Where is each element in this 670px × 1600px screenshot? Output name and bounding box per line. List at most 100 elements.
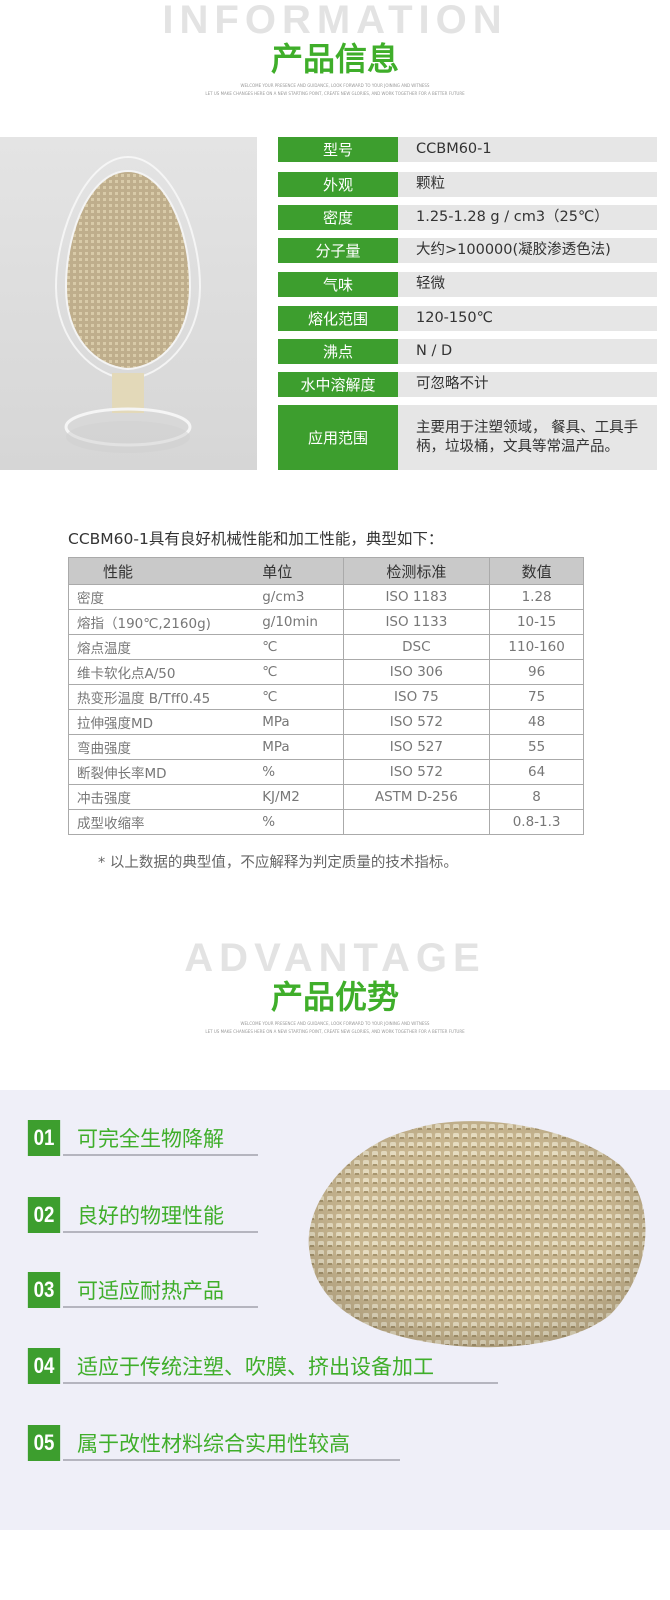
cell-unit: MPa xyxy=(262,734,344,760)
adv-subtitle-2: LET US MAKE CHANGES HERE ON A NEW STARTI… xyxy=(205,1029,465,1034)
spec-row: 气味 轻微 xyxy=(278,272,657,297)
cell-standard: ISO 527 xyxy=(342,734,490,760)
advantage-underline xyxy=(63,1459,400,1461)
cell-property: 拉伸强度MD xyxy=(68,709,263,735)
header-unit: 单位 xyxy=(262,557,344,585)
spec-label: 沸点 xyxy=(278,339,398,364)
adv-subtitle-1: WELCOME YOUR PRESENCE AND GUIDANCE, LOOK… xyxy=(240,1021,430,1026)
table-row: 维卡软化点A/50 ℃ ISO 306 96 xyxy=(68,659,584,685)
cell-property: 维卡软化点A/50 xyxy=(68,659,263,685)
spec-value: 大约>100000(凝胶渗透色法) xyxy=(416,242,611,258)
spec-value: 主要用于注塑领域， 餐具、工具手柄，垃圾桶，文具等常温产品。 xyxy=(416,419,639,455)
footnote: * 以上数据的典型值，不应解释为判定质量的技术指标。 xyxy=(98,855,458,871)
spec-row: 沸点 N / D xyxy=(278,339,657,364)
spec-row: 水中溶解度 可忽略不计 xyxy=(278,372,657,397)
spec-value: 120-150℃ xyxy=(416,310,493,326)
cell-value: 48 xyxy=(489,709,584,735)
spec-label: 型号 xyxy=(278,137,398,162)
cell-value: 55 xyxy=(489,734,584,760)
cell-property: 冲击强度 xyxy=(68,784,263,810)
cell-standard: ISO 572 xyxy=(342,709,490,735)
cell-value: 0.8-1.3 xyxy=(489,809,584,835)
spec-value: N / D xyxy=(416,343,453,359)
spec-label: 应用范围 xyxy=(278,405,398,470)
advantage-underline xyxy=(63,1382,498,1384)
spec-value: 轻微 xyxy=(416,276,445,292)
spec-value: 颗粒 xyxy=(416,176,445,192)
info-subtitle-1: WELCOME YOUR PRESENCE AND GUIDANCE, LOOK… xyxy=(240,83,430,88)
cell-unit: % xyxy=(262,759,344,785)
cell-property: 密度 xyxy=(68,584,263,610)
spec-value: CCBM60-1 xyxy=(416,141,492,157)
info-title: 产品信息 xyxy=(270,40,399,78)
table-row: 熔指（190℃,2160g) g/10min ISO 1133 10-15 xyxy=(68,609,584,635)
advantage-text: 适应于传统注塑、吹膜、挤出设备加工 xyxy=(77,1355,434,1379)
cell-unit: KJ/M2 xyxy=(262,784,344,810)
cell-property: 弯曲强度 xyxy=(68,734,263,760)
cell-unit: ℃ xyxy=(262,659,344,685)
table-row: 成型收缩率% 0.8-1.3 xyxy=(68,809,584,835)
spec-row: 应用范围 主要用于注塑领域， 餐具、工具手柄，垃圾桶，文具等常温产品。 xyxy=(278,405,657,470)
cell-unit: g/cm3 xyxy=(262,584,344,610)
cell-standard: ISO 572 xyxy=(342,759,490,785)
table-row: 断裂伸长率MD% ISO 572 64 xyxy=(68,759,584,785)
table-row: 拉伸强度MD MPa ISO 572 48 xyxy=(68,709,584,735)
info-watermark: INFORMATION xyxy=(162,0,508,42)
cell-standard xyxy=(342,809,490,835)
advantage-text: 属于改性材料综合实用性较高 xyxy=(77,1432,350,1456)
advantage-text: 良好的物理性能 xyxy=(77,1204,224,1228)
spec-label: 水中溶解度 xyxy=(278,372,398,397)
table-row: 热变形温度 B/Tff0.45 ℃ ISO 75 75 xyxy=(68,684,584,710)
cell-value: 10-15 xyxy=(489,609,584,635)
cell-unit: ℃ xyxy=(262,684,344,710)
spec-row: 外观 颗粒 xyxy=(278,172,657,197)
table-row: 密度 g/cm3 ISO 1183 1.28 xyxy=(68,584,584,610)
table-row: 熔点温度 ℃ DSC 110-160 xyxy=(68,634,584,660)
spec-label: 外观 xyxy=(278,172,398,197)
advantage-number: 03 xyxy=(27,1272,61,1308)
cell-value: 64 xyxy=(489,759,584,785)
cell-value: 75 xyxy=(489,684,584,710)
cell-standard: ISO 1183 xyxy=(342,584,490,610)
advantage-underline xyxy=(63,1231,258,1233)
advantage-item: 05 属于改性材料综合实用性较高 xyxy=(25,1425,350,1461)
spec-label: 熔化范围 xyxy=(278,306,398,331)
cell-value: 8 xyxy=(489,784,584,810)
table-header-row: 性能 单位 检测标准 数值 xyxy=(68,557,584,585)
advantage-item: 03 可适应耐热产品 xyxy=(25,1272,224,1308)
advantage-underline xyxy=(63,1154,258,1156)
advantage-number: 01 xyxy=(27,1120,61,1156)
cell-property: 熔指（190℃,2160g) xyxy=(68,609,263,635)
spec-row: 型号 CCBM60-1 xyxy=(278,137,657,162)
cell-standard: ISO 1133 xyxy=(342,609,490,635)
info-subtitle-2: LET US MAKE CHANGES HERE ON A NEW STARTI… xyxy=(205,91,465,96)
spec-label: 气味 xyxy=(278,272,398,297)
properties-table: 性能 单位 检测标准 数值 密度 g/cm3 ISO 1183 1.28 熔指（190℃… xyxy=(68,557,584,835)
advantage-number: 05 xyxy=(27,1425,61,1461)
header-standard: 检测标准 xyxy=(342,557,490,585)
spec-label: 分子量 xyxy=(278,238,398,263)
spec-value: 可忽略不计 xyxy=(416,376,489,392)
cell-value: 96 xyxy=(489,659,584,685)
advantage-underline xyxy=(63,1306,258,1308)
advantage-item: 02 良好的物理性能 xyxy=(25,1197,224,1233)
advantage-text: 可完全生物降解 xyxy=(77,1127,224,1151)
cell-standard: ISO 306 xyxy=(342,659,490,685)
cell-unit: ℃ xyxy=(262,634,344,660)
cell-property: 断裂伸长率MD xyxy=(68,759,263,785)
table-row: 冲击强度 KJ/M2 ASTM D-256 8 xyxy=(68,784,584,810)
cell-standard: ASTM D-256 xyxy=(342,784,490,810)
spec-row: 密度 1.25-1.28 g / cm3（25℃） xyxy=(278,205,657,230)
product-flask-image xyxy=(0,137,257,470)
header-value: 数值 xyxy=(489,557,584,585)
advantage-item: 01 可完全生物降解 xyxy=(25,1120,224,1156)
cell-value: 1.28 xyxy=(489,584,584,610)
table-row: 弯曲强度 MPa ISO 527 55 xyxy=(68,734,584,760)
advantage-item: 04 适应于传统注塑、吹膜、挤出设备加工 xyxy=(25,1348,434,1384)
cell-property: 成型收缩率 xyxy=(68,809,263,835)
pellet-pile-image xyxy=(308,1121,646,1348)
adv-title: 产品优势 xyxy=(270,978,399,1016)
spec-row: 熔化范围 120-150℃ xyxy=(278,306,657,331)
cell-unit: % xyxy=(262,809,344,835)
advantages-section: 01 可完全生物降解 02 良好的物理性能 03 可适应耐热产品 04 适应于传统注塑、吹膜、… xyxy=(0,1090,670,1530)
